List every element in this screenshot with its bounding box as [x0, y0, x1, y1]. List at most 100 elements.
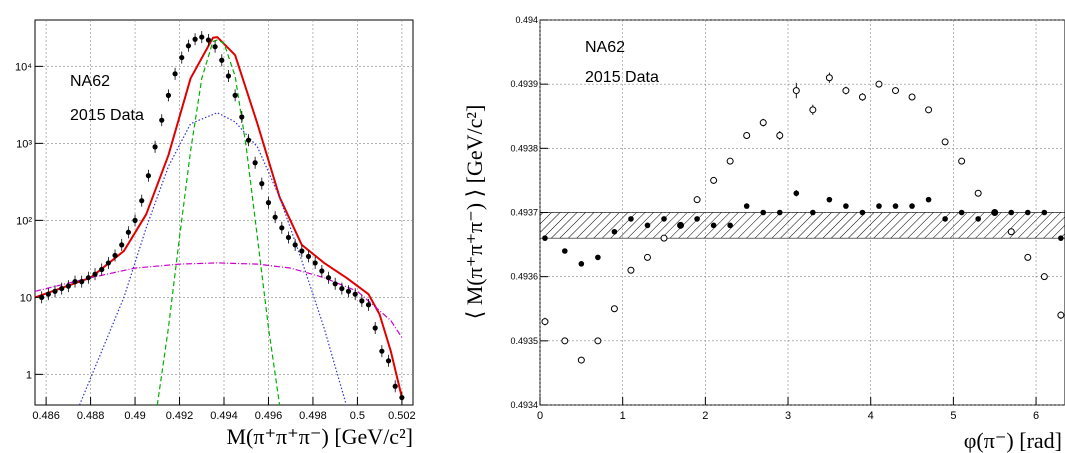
left-data-point [365, 302, 372, 308]
open-data-point [908, 93, 916, 101]
left-data-point [172, 71, 178, 77]
open-data-point [541, 318, 549, 326]
open-data-point [825, 74, 833, 82]
left-data-point [292, 242, 298, 248]
left-data-point [99, 266, 105, 273]
open-data-point [858, 93, 866, 101]
filled-data-point [1058, 235, 1064, 241]
left-x-tick-label: 0.498 [299, 410, 327, 422]
filled-data-point [595, 254, 601, 261]
filled-data-point [1024, 209, 1031, 216]
filled-data-point [909, 203, 915, 209]
right-y-tick-label: 0.4936 [510, 272, 538, 282]
right-y-tick-label: 0.4938 [510, 143, 538, 153]
filled-data-point [644, 222, 651, 229]
right-y-tick-label: 0.494 [515, 15, 538, 25]
left-data-point [192, 36, 198, 42]
left-data-point [105, 260, 111, 266]
right-y-tick-label: 0.4939 [510, 79, 538, 89]
left-x-tick-label: 0.486 [32, 410, 60, 422]
right-x-tick-label: 4 [868, 410, 874, 422]
open-data-point [660, 234, 668, 242]
left-data-point [359, 298, 365, 304]
left-ticks: 0.486 0.488 0.49 0.492 0.494 0.496 0.498 0.5 0.5… [15, 61, 416, 422]
left-data-point [79, 279, 85, 285]
open-data-point [693, 196, 701, 204]
left-data-point [85, 275, 91, 281]
left-data-point [245, 137, 252, 143]
left-data-point [299, 248, 305, 254]
left-series [34, 31, 405, 406]
right-panel: 0 1 2 3 4 5 6 0.4934 0.4935 0.4936 0.4937 0.4938 0.4… [462, 15, 1065, 453]
left-data-point [339, 285, 345, 292]
left-data-point [332, 281, 338, 287]
left-x-tick-label: 0.488 [77, 410, 105, 422]
left-data-point [279, 225, 285, 231]
left-fit-curve [78, 112, 347, 406]
right-x-tick-label: 3 [785, 410, 791, 422]
left-data-point [265, 200, 272, 206]
open-data-point [594, 337, 602, 345]
open-data-point [892, 87, 900, 95]
open-data-point [1007, 228, 1015, 236]
left-data-point [92, 271, 98, 277]
left-x-tick-label: 0.502 [388, 410, 416, 422]
right-y-axis-label: ⟨ M(π⁺π⁺π⁻) ⟩ [GeV/c²] [462, 105, 487, 320]
right-series [541, 72, 1065, 364]
filled-data-point [710, 222, 717, 229]
right-x-tick-label: 5 [950, 410, 956, 422]
left-data-point [132, 217, 138, 223]
left-x-tick-label: 0.5 [350, 410, 365, 422]
left-data-point [372, 325, 378, 331]
filled-data-point [578, 261, 585, 267]
open-data-point [941, 138, 949, 146]
left-data-point [125, 229, 131, 235]
left-data-point [145, 173, 151, 179]
left-x-tick-label: 0.492 [166, 410, 194, 422]
right-x-tick-label: 2 [702, 410, 708, 422]
open-data-point [792, 87, 800, 95]
left-data-point [45, 291, 51, 297]
left-y-tick-label: 10 [20, 292, 32, 304]
left-data-point [225, 73, 232, 79]
open-data-point [561, 337, 569, 345]
open-data-point [759, 119, 767, 127]
open-data-point [577, 356, 585, 364]
open-data-point [875, 80, 883, 88]
left-grid [35, 20, 413, 405]
left-data-point [119, 242, 125, 248]
filled-data-point [793, 190, 800, 197]
left-data-point [112, 252, 118, 259]
left-x-axis-label: M(π⁺π⁺π⁻) [GeV/c²] [226, 424, 413, 449]
left-data-point [205, 37, 212, 43]
filled-data-point [942, 216, 948, 222]
filled-data-point [1041, 209, 1048, 216]
open-data-point [643, 253, 651, 261]
left-data-point [379, 348, 385, 354]
open-data-point [1040, 273, 1048, 281]
open-data-point [1024, 253, 1032, 261]
filled-data-point [958, 209, 965, 216]
left-data-point [139, 198, 145, 204]
open-data-point [1057, 311, 1065, 319]
left-data-point [392, 383, 398, 389]
filled-data-point [1008, 209, 1015, 216]
left-data-point [185, 43, 192, 49]
left-data-point [285, 234, 292, 241]
open-data-point [726, 157, 734, 165]
left-annotation-dataset: 2015 Data [70, 107, 144, 124]
left-fit-curve [34, 36, 403, 398]
left-data-point [219, 57, 225, 63]
filled-data-point [776, 209, 783, 216]
left-data-point [212, 44, 218, 50]
open-data-point [958, 157, 966, 165]
left-data-point [65, 283, 71, 289]
left-y-tick-label: 10² [16, 215, 32, 227]
right-x-axis-label: φ(π⁻) [rad] [964, 428, 1062, 453]
left-data-point [259, 181, 265, 187]
right-y-tick-label: 0.4935 [510, 336, 538, 346]
left-data-point [272, 214, 278, 220]
left-data-point [59, 285, 65, 292]
